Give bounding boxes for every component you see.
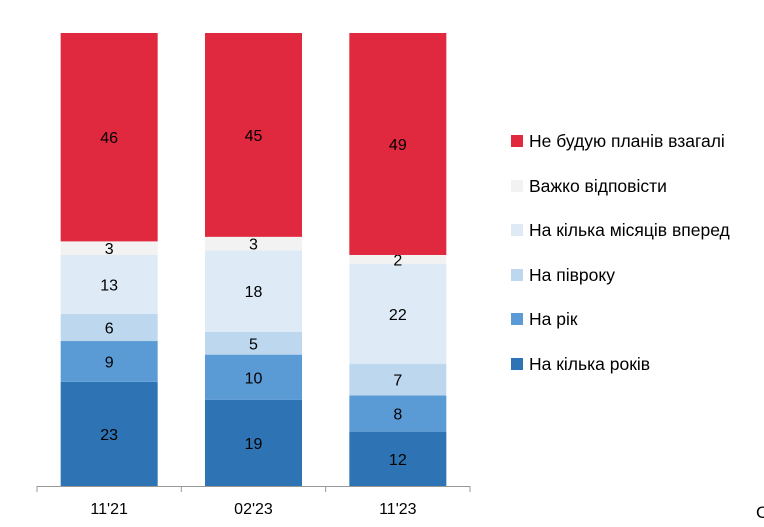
bar-segment xyxy=(349,431,447,486)
legend-swatch xyxy=(511,268,523,281)
bar-segment xyxy=(60,254,158,314)
legend-label: На кілька років xyxy=(529,353,651,374)
bar-segment xyxy=(60,341,158,382)
bar-segment xyxy=(205,331,302,355)
bar-segment xyxy=(349,363,447,396)
bar-segment xyxy=(349,395,447,432)
x-tick-label: 11'21 xyxy=(90,501,128,518)
legend-label: На рік xyxy=(529,309,578,329)
bar-segment xyxy=(205,33,302,237)
data-label: 6 xyxy=(105,320,114,337)
legend: Не будую планів взагалі Важко відповісти Н… xyxy=(511,130,730,397)
bar-segment xyxy=(349,264,447,364)
corner-text: C xyxy=(756,503,764,522)
data-label: 23 xyxy=(100,427,118,444)
legend-item: На кілька місяців вперед xyxy=(511,219,730,264)
data-label: 3 xyxy=(249,237,258,254)
data-label: 22 xyxy=(389,307,407,324)
data-label: 9 xyxy=(105,354,114,371)
bar-segment xyxy=(205,236,302,251)
legend-item: На півроку xyxy=(511,264,730,309)
x-tick-label: 02'23 xyxy=(234,501,273,518)
data-label: 46 xyxy=(100,130,118,147)
bar-segment xyxy=(205,250,302,332)
legend-item: Важко відповісти xyxy=(511,175,730,220)
legend-label: На кілька місяців вперед xyxy=(529,220,730,240)
data-label: 2 xyxy=(393,253,402,270)
legend-label: Не будую планів взагалі xyxy=(529,131,725,151)
data-label: 12 xyxy=(389,452,407,469)
bar-segment xyxy=(349,33,447,255)
legend-swatch xyxy=(511,224,523,236)
bar-segment xyxy=(349,254,447,265)
legend-item: Не будую планів взагалі xyxy=(511,130,730,175)
legend-label: Важко відповісти xyxy=(529,175,667,196)
legend-swatch xyxy=(511,179,523,192)
data-label: 49 xyxy=(389,137,407,154)
bar-segment xyxy=(60,241,158,255)
data-label: 8 xyxy=(393,407,402,424)
legend-swatch xyxy=(511,313,523,325)
legend-item: На кілька років xyxy=(511,353,730,398)
data-label: 19 xyxy=(245,436,263,453)
data-label: 45 xyxy=(245,128,263,145)
legend-swatch xyxy=(511,135,523,147)
data-label: 7 xyxy=(393,373,402,390)
bar-segment xyxy=(60,33,158,242)
x-tick-label: 11'23 xyxy=(379,501,417,518)
bar-segment xyxy=(60,313,158,342)
legend-label: На півроку xyxy=(529,264,615,285)
data-label: 18 xyxy=(245,284,263,301)
bar-segment xyxy=(205,399,302,486)
data-label: 13 xyxy=(100,277,118,294)
legend-swatch xyxy=(511,357,523,370)
bar-segment xyxy=(205,354,302,400)
legend-item: На рік xyxy=(511,308,730,353)
bar-segment xyxy=(60,381,158,486)
data-label: 5 xyxy=(249,336,258,353)
data-label: 3 xyxy=(105,241,114,258)
data-label: 10 xyxy=(245,370,263,387)
